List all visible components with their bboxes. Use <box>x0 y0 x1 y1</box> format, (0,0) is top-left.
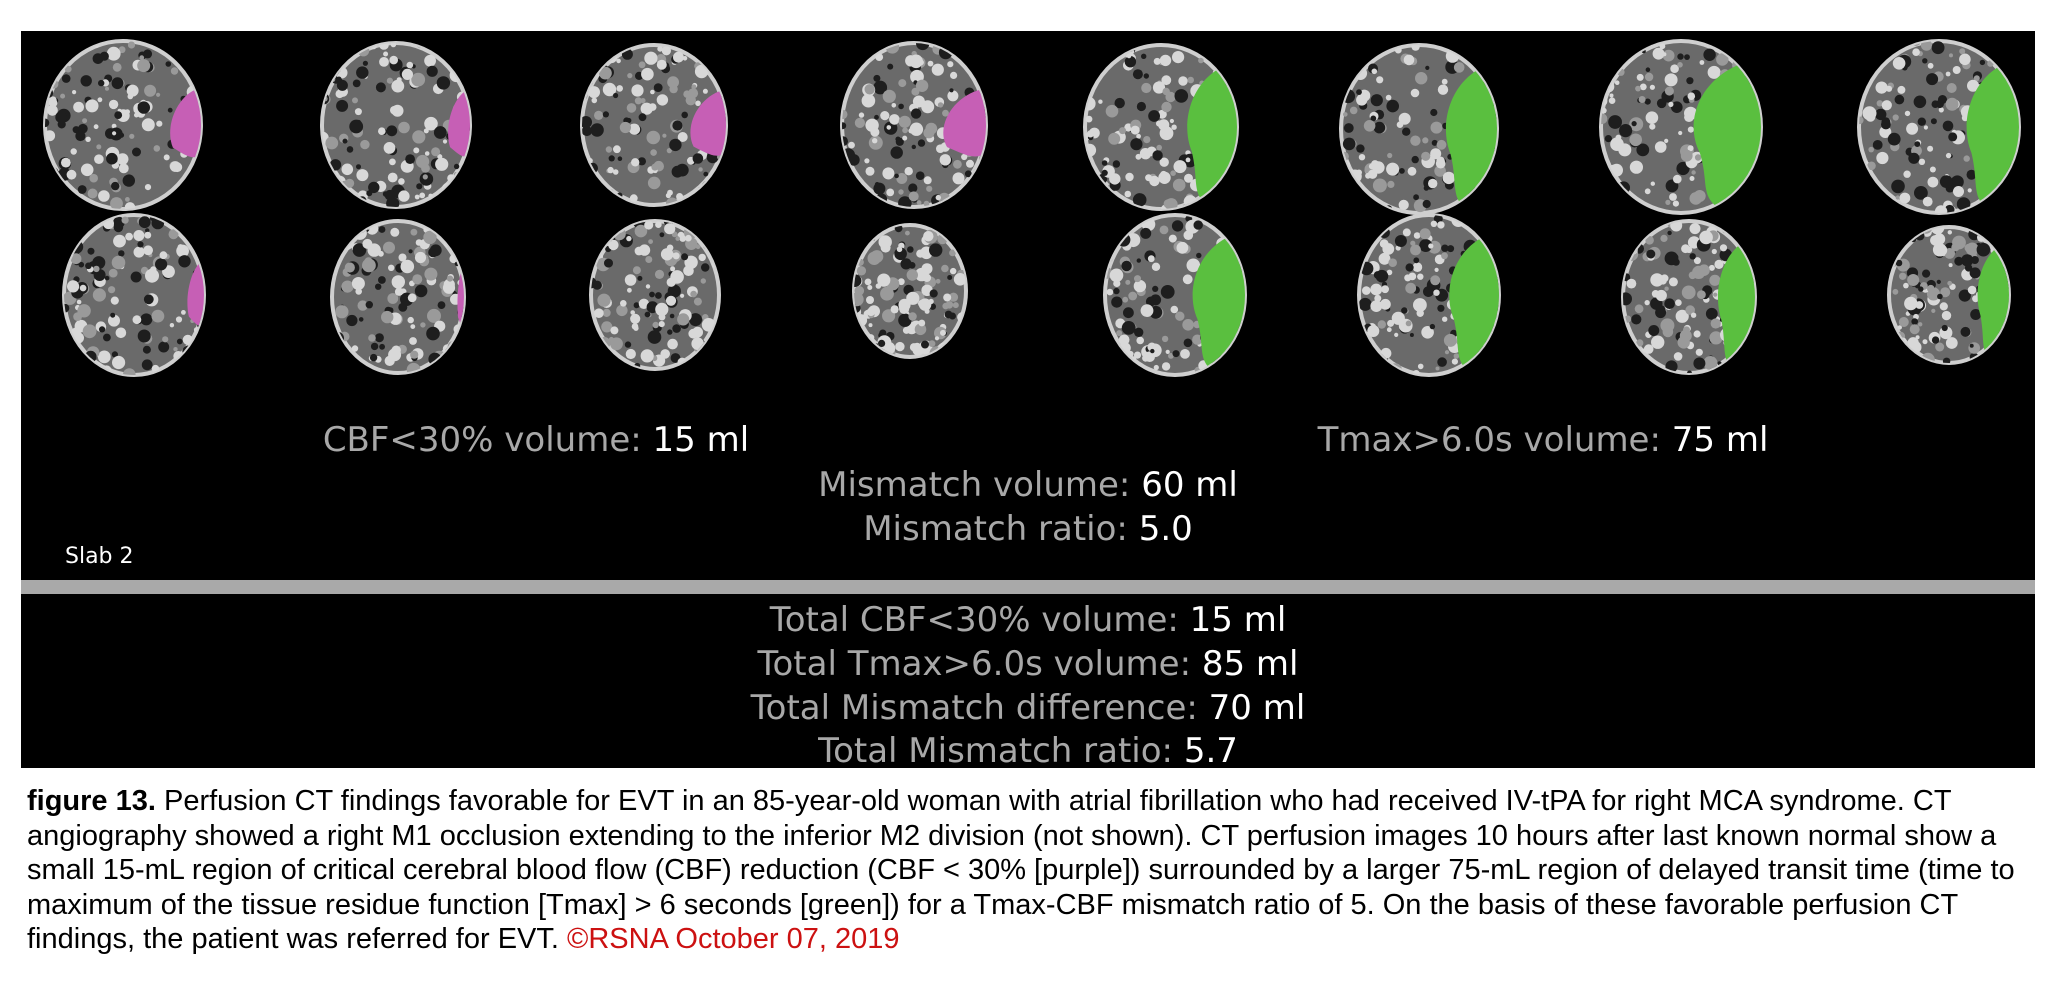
brain-slice-tmax-14 <box>1357 213 1501 377</box>
brain-slice-cbf-11 <box>589 219 721 371</box>
total-tmax-label: Total Tmax>6.0s volume: <box>757 644 1192 684</box>
brain-slice-tmax-13 <box>1103 213 1247 377</box>
brain-texture <box>1085 45 1237 209</box>
brain-slice-tmax-8 <box>1857 39 2021 215</box>
cbf-lesion-region <box>187 259 204 326</box>
slab-cbf-label: CBF<30% volume: <box>322 420 642 460</box>
total-cbf-volume: Total CBF<30% volume: 15 ml <box>21 600 2035 640</box>
brain-texture <box>332 221 464 373</box>
brain-slice-cbf-1 <box>43 39 203 211</box>
perfusion-figure-panel: CBF<30% volume: 15 ml Tmax>6.0s volume: … <box>21 31 2035 768</box>
total-cbf-label: Total CBF<30% volume: <box>769 600 1179 640</box>
figure-label: figure 13. <box>27 785 156 817</box>
total-mismatch-difference: Total Mismatch difference: 70 ml <box>21 688 2035 728</box>
total-mismatch-difference-label: Total Mismatch difference: <box>750 688 1198 728</box>
slab-mismatch-volume-value: 60 ml <box>1141 465 1238 505</box>
cbf-lesion-region <box>690 89 726 156</box>
cbf-lesion-region <box>448 88 470 157</box>
slab-tmax-label: Tmax>6.0s volume: <box>1317 420 1661 460</box>
brain-slice-cbf-9 <box>62 213 206 377</box>
brain-slice-tmax-16 <box>1887 225 2011 365</box>
caption-text: Perfusion CT findings favorable for EVT … <box>27 785 2015 955</box>
total-mismatch-difference-value: 70 ml <box>1208 688 1306 728</box>
brain-slice-tmax-6 <box>1339 43 1499 215</box>
total-mismatch-ratio: Total Mismatch ratio: 5.7 <box>21 731 2035 768</box>
slab-cbf-volume: CBF<30% volume: 15 ml <box>21 420 1051 460</box>
brain-texture <box>842 43 986 207</box>
slab-cbf-value: 15 ml <box>652 420 750 460</box>
slab-mismatch-ratio-label: Mismatch ratio: <box>863 509 1128 549</box>
cbf-lesion-region <box>943 88 986 157</box>
brain-texture <box>322 43 470 207</box>
total-tmax-volume: Total Tmax>6.0s volume: 85 ml <box>21 644 2035 684</box>
slab-tmax-value: 75 ml <box>1671 420 1769 460</box>
divider-bar <box>21 580 2035 594</box>
brain-texture <box>1359 215 1499 375</box>
brain-slice-cbf-10 <box>330 219 466 375</box>
cbf-lesion-region <box>170 87 201 158</box>
total-cbf-value: 15 ml <box>1189 600 1287 640</box>
brain-slice-cbf-3 <box>580 43 728 207</box>
slab-mismatch-volume-label: Mismatch volume: <box>818 465 1131 505</box>
slab-mismatch-ratio: Mismatch ratio: 5.0 <box>21 509 2035 549</box>
total-tmax-value: 85 ml <box>1201 644 1299 684</box>
slab-label: Slab 2 <box>65 544 134 569</box>
copyright-link[interactable]: ©RSNA October 07, 2019 <box>567 923 900 955</box>
slab-tmax-volume: Tmax>6.0s volume: 75 ml <box>1051 420 2035 460</box>
brain-slice-cbf-12 <box>852 223 968 359</box>
total-mismatch-ratio-value: 5.7 <box>1183 731 1238 768</box>
tmax-lesion-region <box>1693 58 1761 213</box>
slab-mismatch-volume: Mismatch volume: 60 ml <box>21 465 2035 505</box>
slices-grid <box>43 39 2021 377</box>
brain-slice-tmax-7 <box>1599 39 1763 215</box>
brain-slice-cbf-4 <box>840 41 988 209</box>
slab-mismatch-ratio-value: 5.0 <box>1138 509 1193 549</box>
brain-slice-tmax-15 <box>1621 219 1757 375</box>
total-mismatch-ratio-label: Total Mismatch ratio: <box>818 731 1173 768</box>
brain-slice-cbf-2 <box>320 41 472 209</box>
figure-caption: figure 13. Perfusion CT findings favorab… <box>27 784 2023 957</box>
brain-slice-tmax-5 <box>1083 43 1239 211</box>
